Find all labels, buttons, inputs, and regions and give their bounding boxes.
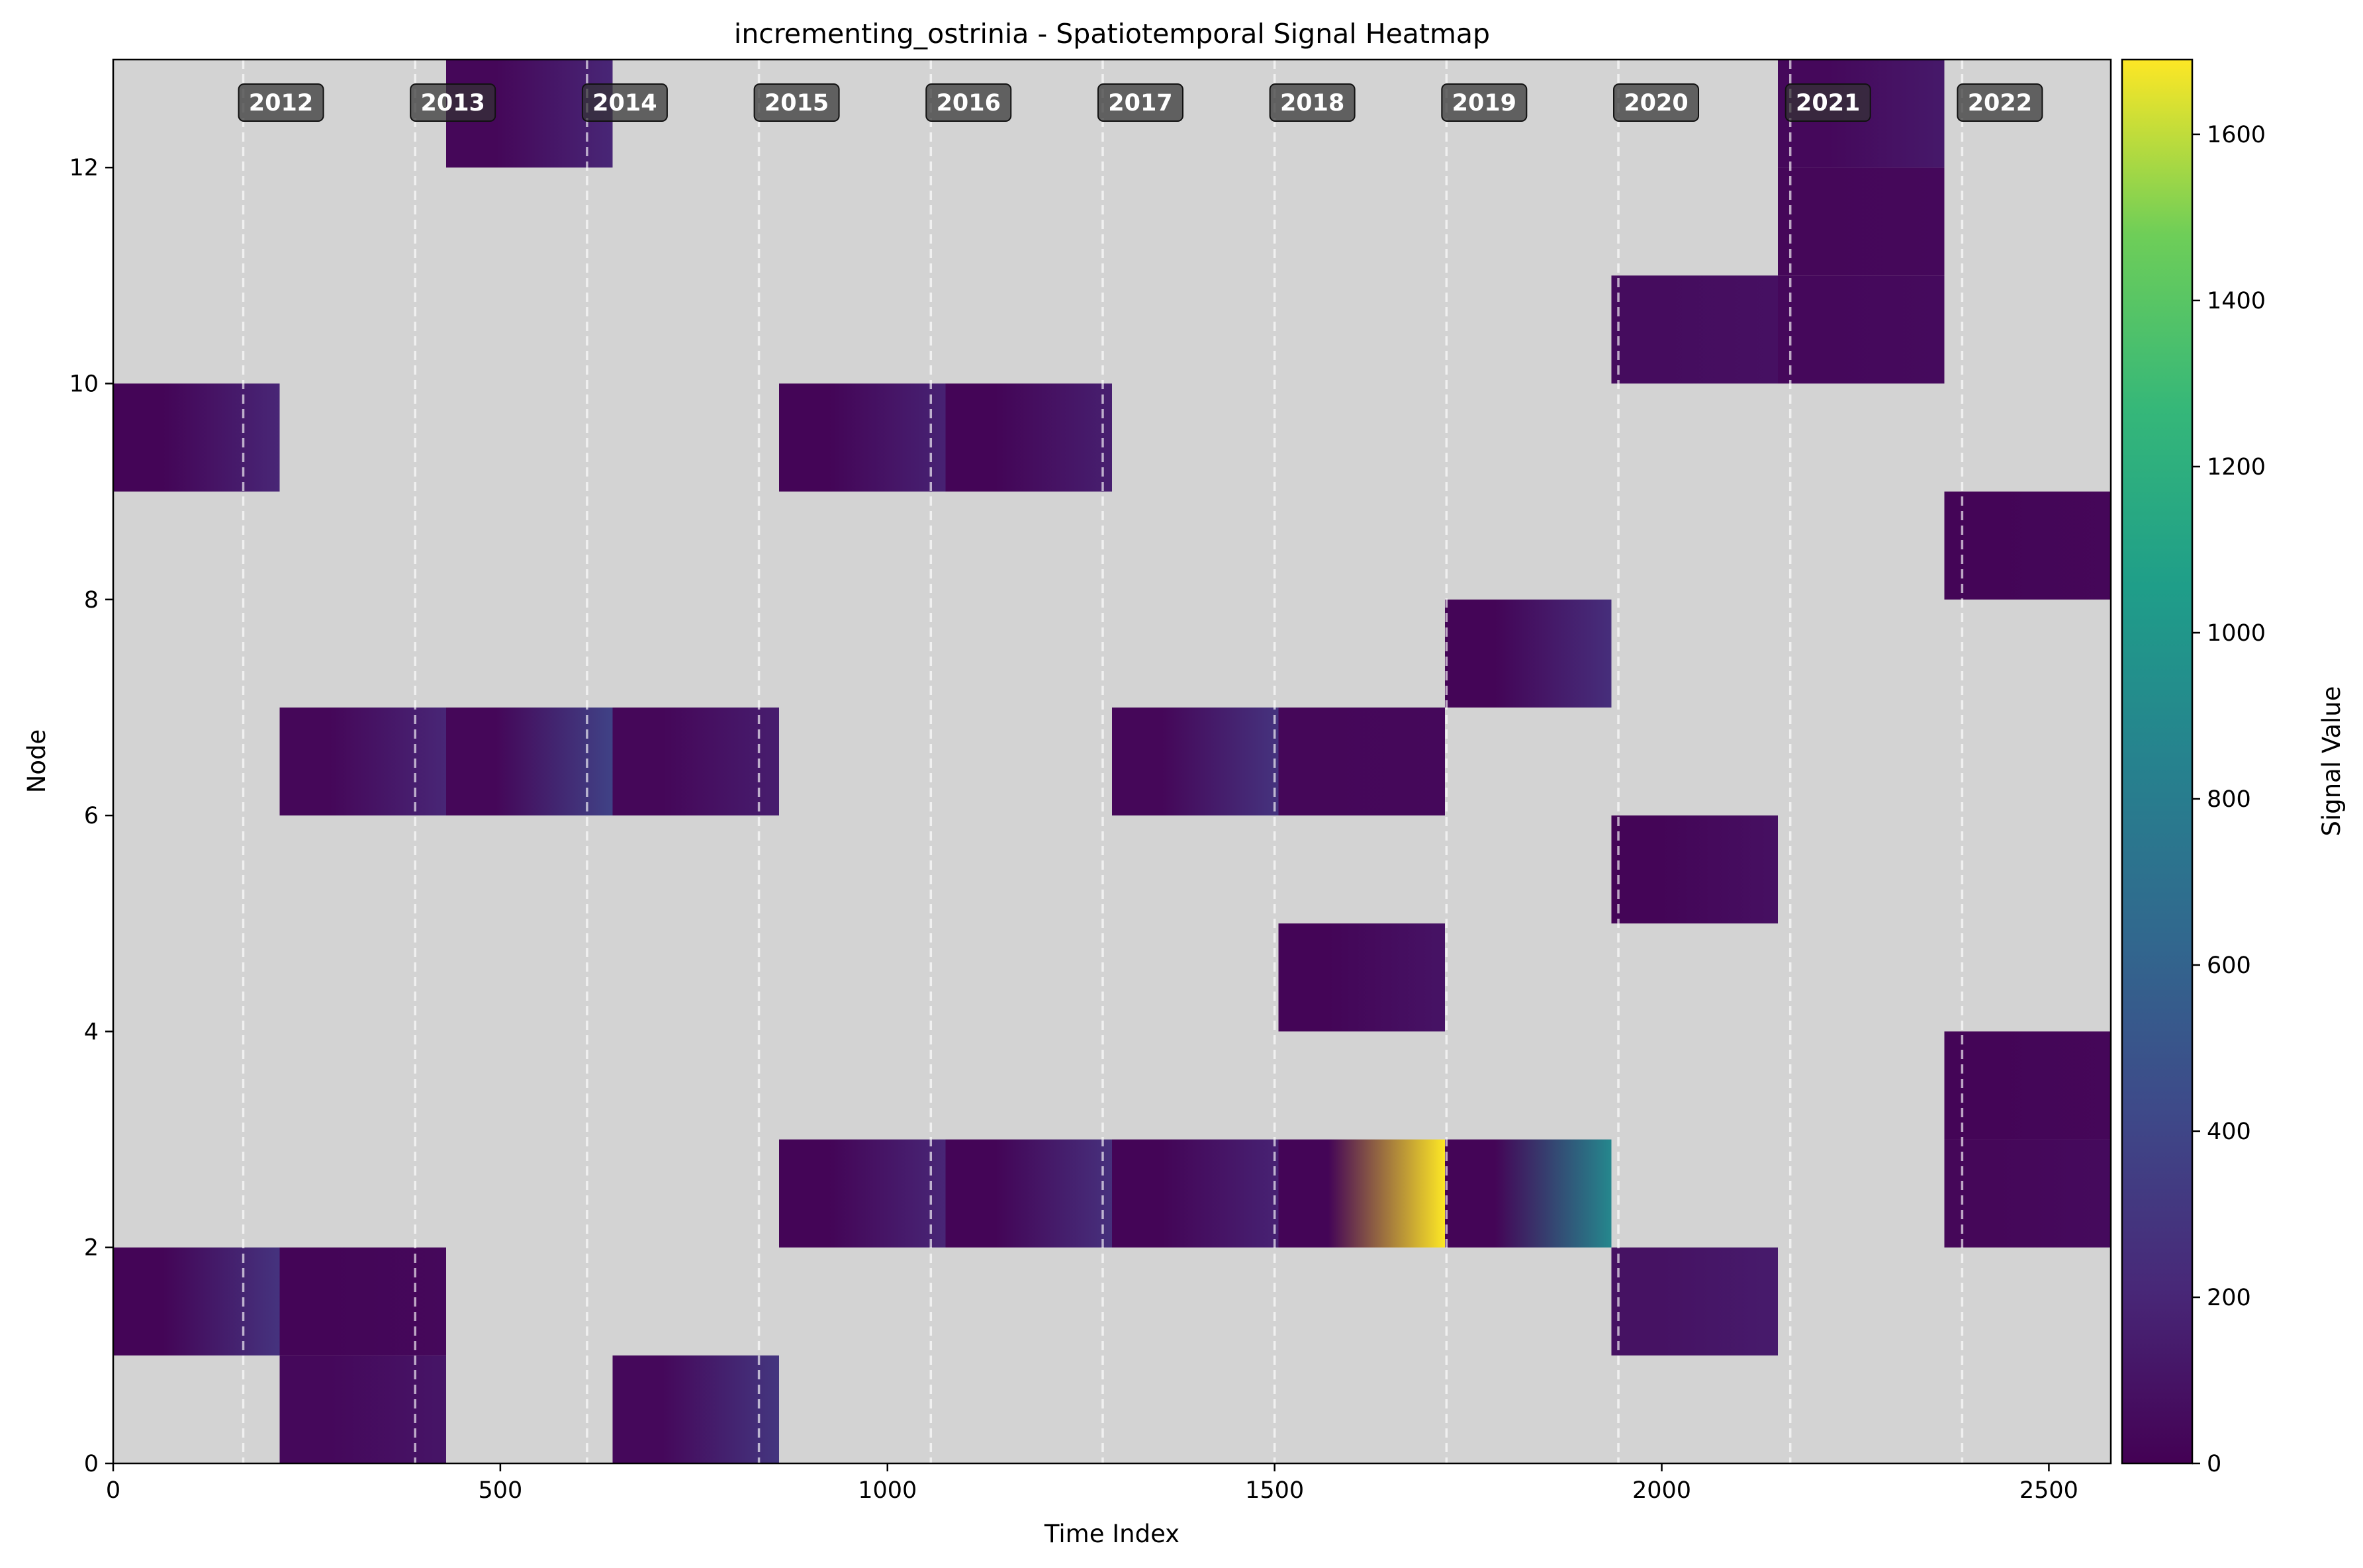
heatmap-cell xyxy=(1112,707,1279,816)
heatmap-cell xyxy=(1611,275,1778,384)
x-tick-label: 1000 xyxy=(858,1477,917,1504)
heatmap-cell xyxy=(945,383,1112,492)
y-tick-label: 4 xyxy=(84,1019,99,1045)
heatmap-cell xyxy=(1445,1139,1612,1248)
heatmap-cell xyxy=(612,1355,779,1463)
colorbar-tick-label: 1400 xyxy=(2207,288,2266,314)
year-marker-badge xyxy=(1784,83,1871,122)
heatmap-cells xyxy=(113,60,2111,1463)
colorbar-tick-label: 800 xyxy=(2207,786,2251,813)
heatmap-cell xyxy=(612,707,779,816)
heatmap-cell xyxy=(1944,1031,2111,1140)
x-tick-label: 2500 xyxy=(2019,1477,2078,1504)
heatmap-cell xyxy=(779,383,946,492)
heatmap-cell xyxy=(113,1247,280,1356)
year-marker-lines xyxy=(242,60,1964,1463)
year-marker-badge xyxy=(1957,83,2043,122)
year-marker-label: 2020 xyxy=(1624,90,1688,116)
heatmap-cell xyxy=(279,1355,446,1463)
heatmap-cell xyxy=(279,1247,446,1356)
year-marker-label: 2021 xyxy=(1796,90,1860,116)
x-axis-ticks: 0 500 1000 1500 2000 2500 xyxy=(106,1463,2078,1504)
heatmap-cell xyxy=(1611,815,1778,924)
heatmap-cell xyxy=(945,1139,1112,1248)
colorbar xyxy=(2121,58,2194,1465)
heatmap-cell xyxy=(1944,491,2111,600)
colorbar-ticks: 0 200 400 600 800 1000 1200 1400 1600 xyxy=(2192,122,2266,1477)
heatmap-cell xyxy=(1278,707,1445,816)
y-axis-label: Node xyxy=(23,729,51,794)
year-marker-label: 2016 xyxy=(937,90,1001,116)
colorbar-tick-label: 600 xyxy=(2207,952,2251,979)
year-marker-badge xyxy=(1441,83,1528,122)
colorbar-tick-label: 1000 xyxy=(2207,620,2266,647)
y-tick-label: 6 xyxy=(84,803,99,829)
x-tick-label: 0 xyxy=(106,1477,120,1504)
y-tick-label: 2 xyxy=(84,1235,99,1262)
heatmap-cell xyxy=(446,707,613,816)
x-tick-label: 2000 xyxy=(1632,1477,1691,1504)
x-axis-label: Time Index xyxy=(1044,1520,1180,1548)
year-marker-badge xyxy=(925,83,1012,122)
year-marker-badge xyxy=(1613,83,1700,122)
heatmap-cell xyxy=(113,383,280,492)
year-marker-label: 2017 xyxy=(1108,90,1172,116)
heatmap-cell xyxy=(1778,167,1945,276)
colorbar-tick-label: 400 xyxy=(2207,1119,2251,1145)
y-tick-label: 8 xyxy=(84,587,99,614)
heatmap-cell xyxy=(1445,599,1612,708)
colorbar-label: Signal Value xyxy=(2317,686,2346,836)
colorbar-tick-label: 1200 xyxy=(2207,454,2266,481)
colorbar-tick-label: 1600 xyxy=(2207,122,2266,148)
heatmap-cell xyxy=(1112,1139,1279,1248)
year-marker-label: 2013 xyxy=(420,90,485,116)
heatmap-cell xyxy=(1611,1247,1778,1356)
year-marker-labels: 2012 2013 2014 2015 2016 2017 2018 2019 2020 2021… xyxy=(238,83,2043,122)
year-marker-badge xyxy=(581,83,668,122)
year-marker-badge xyxy=(410,83,496,122)
year-marker-label: 2022 xyxy=(1968,90,2032,116)
heatmap-cell xyxy=(1944,1139,2111,1248)
heatmap-cell xyxy=(779,1139,946,1248)
year-marker-label: 2019 xyxy=(1452,90,1516,116)
heatmap-cell xyxy=(1278,1139,1445,1248)
y-axis-ticks: 0 2 4 6 8 10 12 xyxy=(69,155,113,1477)
year-marker-label: 2014 xyxy=(592,90,657,116)
x-tick-label: 1500 xyxy=(1245,1477,1304,1504)
heatmap-cell xyxy=(1278,923,1445,1032)
year-marker-badge xyxy=(1269,83,1356,122)
y-tick-label: 0 xyxy=(84,1451,99,1477)
heatmap-cell xyxy=(1778,275,1945,384)
chart-title: incrementing_ostrinia - Spatiotemporal S… xyxy=(734,18,1490,50)
year-marker-badge xyxy=(753,83,840,122)
year-marker-label: 2015 xyxy=(764,90,829,116)
colorbar-tick-label: 200 xyxy=(2207,1285,2251,1311)
x-tick-label: 500 xyxy=(478,1477,522,1504)
y-tick-label: 12 xyxy=(69,155,99,181)
year-marker-label: 2018 xyxy=(1280,90,1344,116)
plot-frame xyxy=(112,58,2112,1465)
year-marker-badge xyxy=(238,83,324,122)
year-marker-label: 2012 xyxy=(249,90,313,116)
colorbar-tick-label: 0 xyxy=(2207,1451,2221,1477)
year-marker-badge xyxy=(1097,83,1183,122)
y-tick-label: 10 xyxy=(69,371,99,397)
heatmap-cell xyxy=(279,707,446,816)
